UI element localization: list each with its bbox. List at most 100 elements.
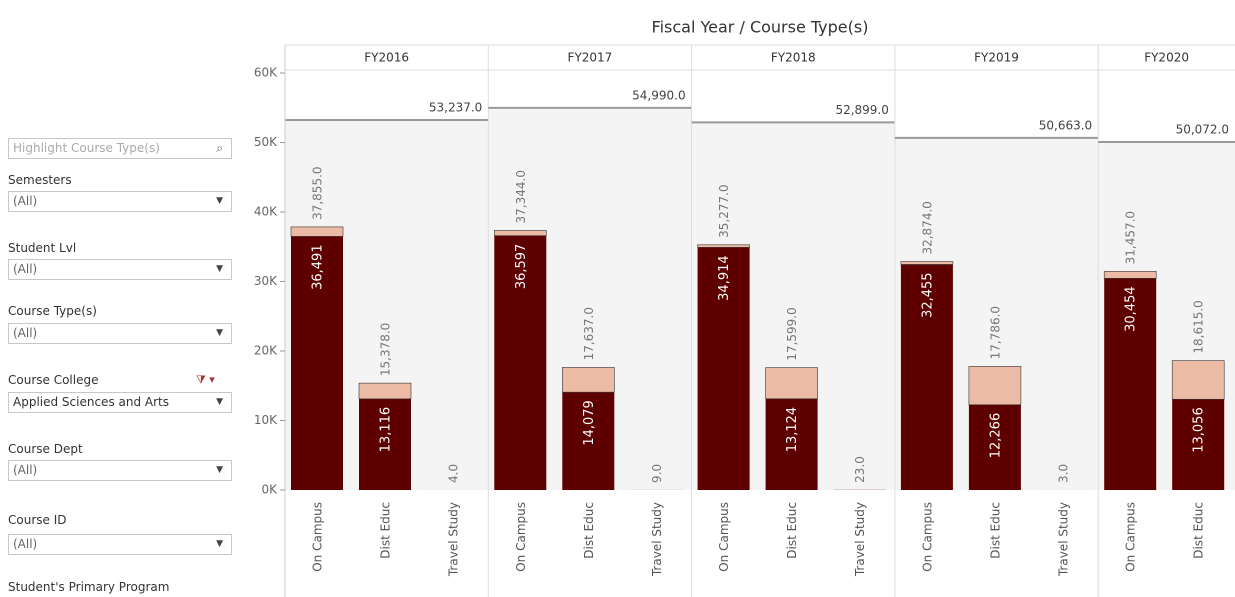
filter-value: (All) bbox=[13, 463, 38, 477]
y-tick-label: 20K bbox=[254, 344, 278, 358]
segment-label: 13,124 bbox=[785, 407, 800, 453]
category-label: Travel Study bbox=[1056, 502, 1070, 577]
category-label: Dist Educ bbox=[582, 502, 596, 559]
dropdown-arrow: ▼ bbox=[216, 539, 223, 549]
filter-label: Course College bbox=[8, 373, 99, 387]
bar-segment bbox=[290, 226, 344, 237]
dropdown-arrow: ▼ bbox=[216, 397, 223, 407]
bar-segment bbox=[968, 404, 1021, 490]
filter-label: Course ID bbox=[8, 513, 67, 527]
y-tick-label: 10K bbox=[254, 413, 278, 427]
bar-segment bbox=[561, 367, 615, 393]
filter-value: (All) bbox=[13, 194, 38, 208]
category-label: Dist Educ bbox=[379, 502, 393, 559]
filter-dropdown[interactable]: (All) ▼ bbox=[8, 259, 232, 280]
filter-label: Student's Primary Program bbox=[8, 580, 170, 594]
reference-label: 53,237.0 bbox=[429, 101, 482, 115]
filter-dropdown[interactable]: (All) ▼ bbox=[8, 534, 232, 555]
total-label: 37,855.0 bbox=[311, 166, 325, 219]
filter-value: Applied Sciences and Arts bbox=[13, 395, 169, 409]
filter-value: (All) bbox=[13, 326, 38, 340]
bar-segment bbox=[493, 230, 547, 236]
filter-value: (All) bbox=[13, 537, 38, 551]
search-box[interactable]: Highlight Course Type(s) ⌕ bbox=[8, 138, 232, 159]
bar-segment bbox=[358, 382, 412, 400]
pane-header: FY2016 bbox=[364, 51, 409, 65]
total-label: 15,378.0 bbox=[379, 323, 393, 376]
filter-dropdown[interactable]: (All) ▼ bbox=[8, 191, 232, 212]
segment-label: 36,597 bbox=[514, 244, 529, 290]
search-icon: ⌕ bbox=[216, 141, 223, 155]
reference-label: 50,663.0 bbox=[1039, 118, 1092, 132]
bar-segment bbox=[765, 398, 818, 490]
bar-segment bbox=[1103, 271, 1157, 279]
bar-segment bbox=[1171, 360, 1225, 400]
segment-label: 30,454 bbox=[1124, 286, 1139, 332]
bar-segment bbox=[900, 261, 954, 265]
total-label: 17,786.0 bbox=[988, 306, 1002, 359]
reference-label: 54,990.0 bbox=[632, 88, 685, 102]
filter-dropdown[interactable]: (All) ▼ bbox=[8, 460, 232, 481]
total-label: 9.0 bbox=[650, 464, 664, 483]
category-label: Dist Educ bbox=[988, 502, 1002, 559]
filter-label: Course Dept bbox=[8, 442, 83, 456]
category-label: On Campus bbox=[311, 502, 325, 572]
bar-segment bbox=[494, 235, 547, 490]
bar-segment bbox=[291, 236, 343, 490]
bar-segment bbox=[900, 264, 953, 490]
y-tick-label: 30K bbox=[254, 274, 278, 288]
segment-label: 13,056 bbox=[1192, 407, 1207, 453]
bar-segment bbox=[697, 244, 750, 248]
total-label: 17,637.0 bbox=[582, 307, 596, 360]
clear-filter-icon[interactable]: ⧩ ▾ bbox=[196, 373, 215, 386]
category-label: On Campus bbox=[514, 502, 528, 572]
segment-label: 13,116 bbox=[379, 407, 394, 453]
y-tick-label: 50K bbox=[254, 135, 278, 149]
search-placeholder: Highlight Course Type(s) bbox=[13, 141, 160, 155]
total-label: 35,277.0 bbox=[717, 184, 731, 237]
category-label: Travel Study bbox=[650, 502, 664, 577]
bar-segment bbox=[359, 398, 411, 490]
dropdown-arrow: ▼ bbox=[216, 465, 223, 475]
bar-segment bbox=[697, 247, 750, 490]
bar-segment bbox=[1172, 399, 1225, 490]
y-tick-label: 60K bbox=[254, 66, 278, 80]
sidebar: Highlight Course Type(s) ⌕ Semesters (All)… bbox=[0, 0, 240, 597]
segment-label: 12,266 bbox=[988, 413, 1003, 459]
total-label: 37,344.0 bbox=[514, 170, 528, 223]
category-label: Dist Educ bbox=[785, 502, 799, 559]
category-label: On Campus bbox=[1124, 502, 1138, 572]
reference-label: 52,899.0 bbox=[835, 103, 888, 117]
pane-header: FY2020 bbox=[1144, 51, 1189, 65]
category-label: Dist Educ bbox=[1192, 502, 1206, 559]
total-label: 17,599.0 bbox=[785, 307, 799, 360]
bar-segment bbox=[1104, 278, 1157, 490]
total-label: 18,615.0 bbox=[1192, 300, 1206, 353]
filter-value: (All) bbox=[13, 262, 38, 276]
bar-segment bbox=[968, 366, 1022, 406]
bar-segment bbox=[562, 392, 615, 490]
filter-label: Student Lvl bbox=[8, 241, 77, 255]
category-label: Travel Study bbox=[853, 502, 867, 577]
total-label: 23.0 bbox=[853, 456, 867, 483]
category-label: On Campus bbox=[717, 502, 731, 572]
filter-dropdown[interactable]: (All) ▼ bbox=[8, 323, 232, 344]
filter-label: Course Type(s) bbox=[8, 304, 97, 318]
segment-label: 32,455 bbox=[920, 272, 935, 318]
reference-label: 50,072.0 bbox=[1176, 122, 1229, 136]
category-label: On Campus bbox=[920, 502, 934, 572]
dropdown-arrow: ▼ bbox=[216, 264, 223, 274]
total-label: 4.0 bbox=[447, 464, 461, 483]
y-tick-label: 0K bbox=[261, 483, 278, 497]
pane-header: FY2018 bbox=[771, 51, 816, 65]
y-tick-label: 40K bbox=[254, 205, 278, 219]
category-label: Travel Study bbox=[447, 502, 461, 577]
pane-header: FY2017 bbox=[568, 51, 613, 65]
segment-label: 36,491 bbox=[311, 244, 326, 290]
filter-label: Semesters bbox=[8, 173, 72, 187]
dropdown-arrow: ▼ bbox=[216, 328, 223, 338]
filter-dropdown[interactable]: Applied Sciences and Arts ▼ bbox=[8, 392, 232, 413]
bar-segment bbox=[765, 367, 818, 400]
